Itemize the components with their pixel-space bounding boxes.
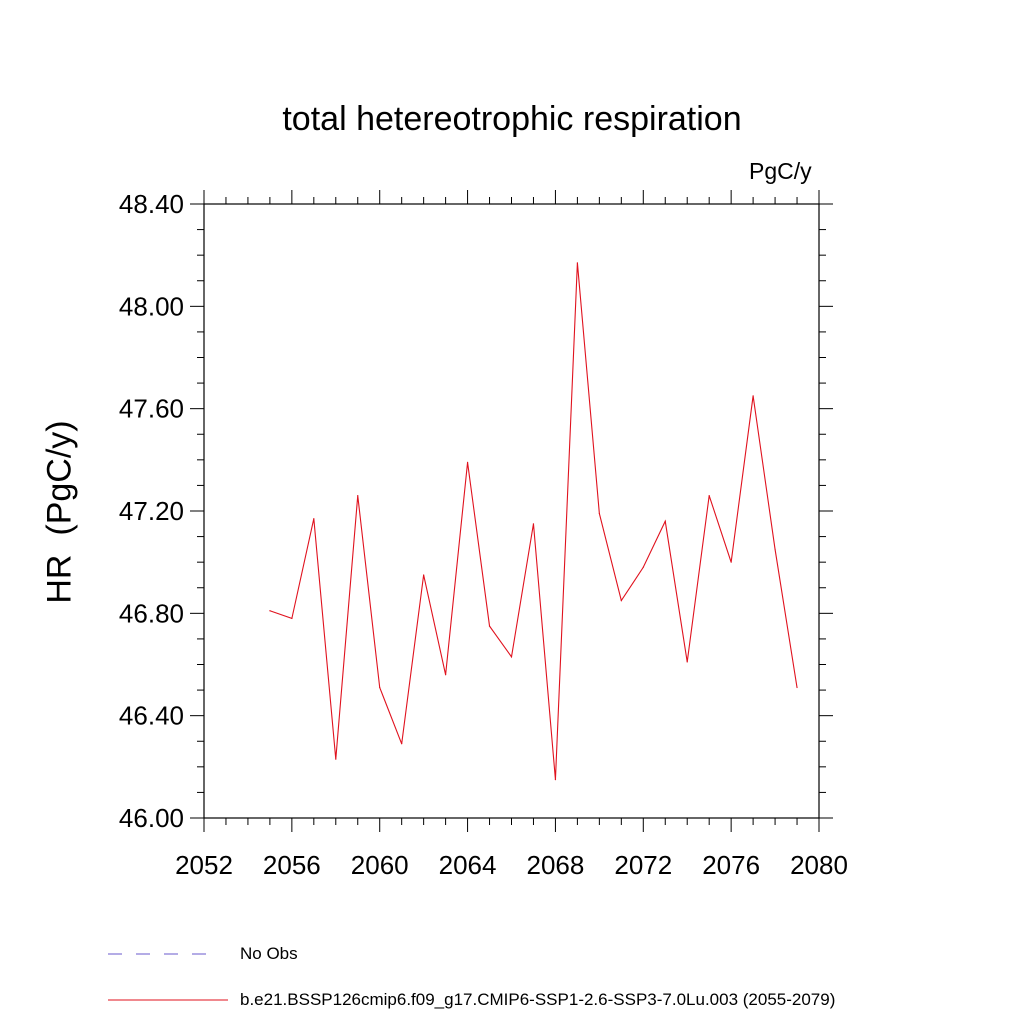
- data-point: [774, 548, 776, 550]
- y-tick-label: 48.40: [119, 189, 184, 219]
- x-tick-label: 2080: [790, 850, 848, 880]
- series-group: [269, 262, 798, 781]
- axis-tick-labels: 2052 2056 2060 2064 2068 2072 2076 2080 46.00 46.…: [119, 189, 848, 880]
- y-tick-label: 48.00: [119, 291, 184, 321]
- data-point: [576, 262, 578, 264]
- data-point: [357, 495, 359, 497]
- x-tick-label: 2060: [351, 850, 409, 880]
- data-point: [401, 743, 403, 745]
- x-tick-label: 2068: [527, 850, 585, 880]
- series-line: [269, 262, 798, 780]
- legend-label-series: b.e21.BSSP126cmip6.f09_g17.CMIP6-SSP1-2.…: [240, 990, 836, 1009]
- data-point: [313, 518, 315, 520]
- data-point: [532, 523, 535, 525]
- x-tick-label: 2064: [439, 850, 497, 880]
- data-point: [752, 395, 754, 397]
- legend-label-no-obs: No Obs: [240, 944, 298, 963]
- data-point: [554, 779, 557, 781]
- data-point: [686, 661, 688, 663]
- x-tick-label: 2072: [614, 850, 672, 880]
- data-point: [291, 617, 293, 620]
- data-point: [379, 686, 381, 689]
- legend-solid-line-icon: [108, 999, 228, 1001]
- data-point: [269, 610, 271, 612]
- y-axis-label: HR (PgC/y): [40, 420, 79, 604]
- x-tick-label: 2076: [702, 850, 760, 880]
- chart-title: total hetereotrophic respiration: [282, 100, 742, 138]
- legend-dashed-line-icon: [108, 953, 218, 955]
- y-tick-label: 47.20: [119, 496, 184, 526]
- data-point: [598, 512, 600, 515]
- data-point: [620, 599, 622, 602]
- data-point: [730, 561, 732, 563]
- axis-ticks: [190, 190, 833, 832]
- legend-item-series: b.e21.BSSP126cmip6.f09_g17.CMIP6-SSP1-2.…: [108, 990, 835, 1010]
- data-point: [796, 686, 798, 689]
- y-tick-label: 46.00: [119, 803, 184, 833]
- data-point: [708, 495, 710, 497]
- x-tick-label: 2056: [263, 850, 321, 880]
- x-tick-label: 2052: [175, 850, 233, 880]
- y-tick-label: 46.80: [119, 598, 184, 628]
- data-point: [423, 574, 425, 576]
- data-point: [445, 674, 447, 676]
- units-label: PgC/y: [749, 158, 812, 184]
- data-point: [664, 520, 666, 522]
- data-point: [642, 566, 644, 568]
- y-tick-label: 46.40: [119, 701, 184, 731]
- plot-frame: [203, 203, 820, 819]
- data-point: [510, 656, 513, 658]
- data-point: [466, 461, 469, 463]
- data-point: [488, 625, 491, 627]
- data-point: [335, 758, 337, 760]
- legend-item-no-obs: No Obs: [108, 944, 298, 964]
- y-tick-label: 47.60: [119, 394, 184, 424]
